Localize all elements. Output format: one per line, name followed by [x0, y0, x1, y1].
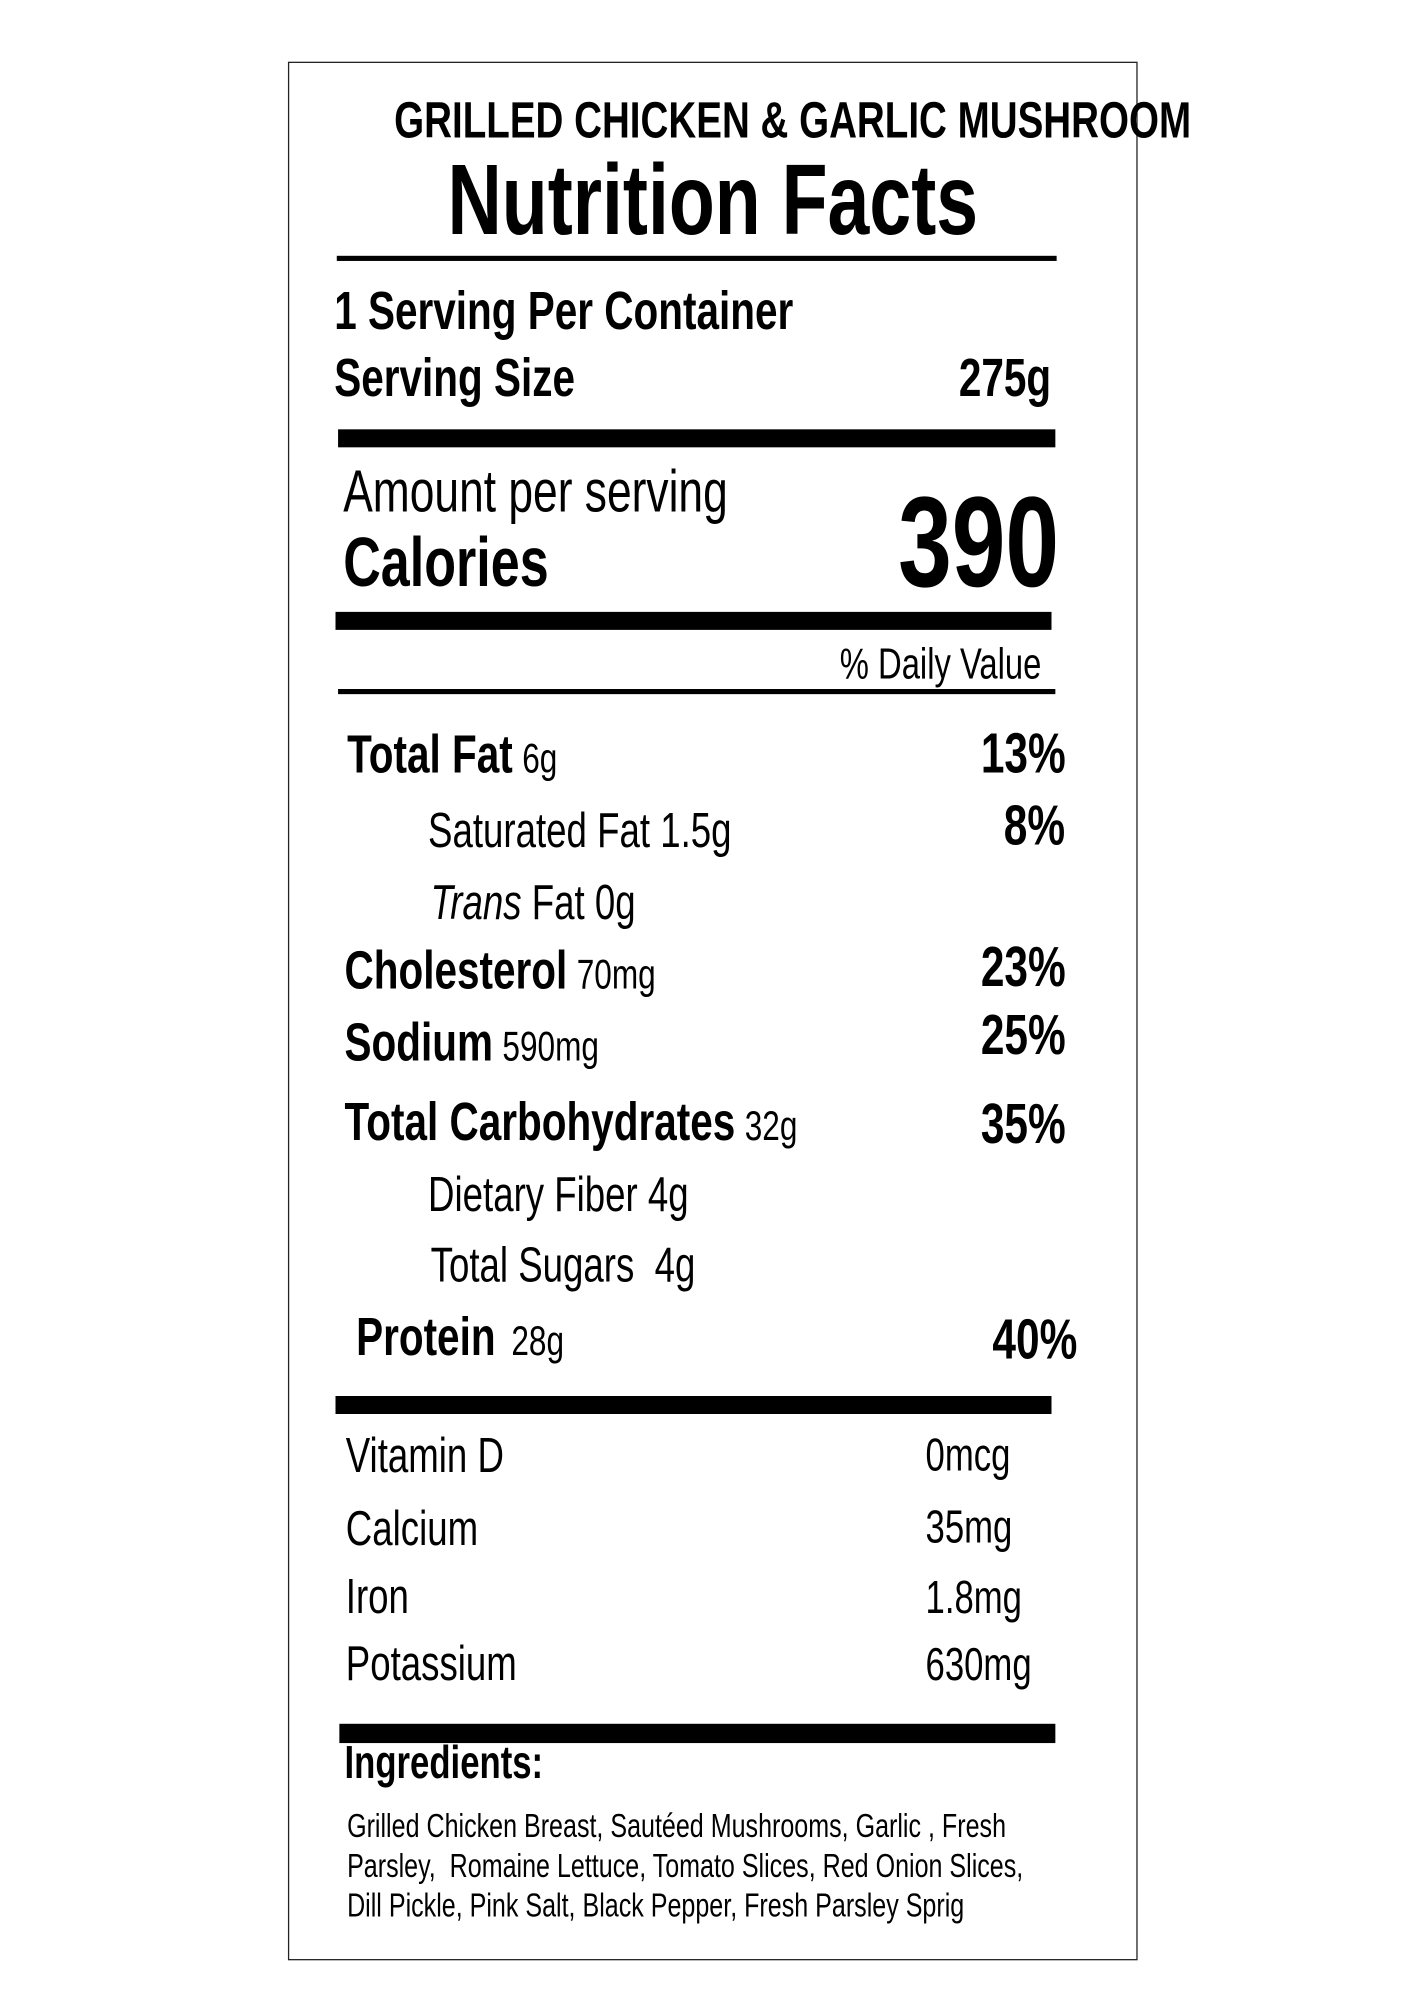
- nutrient-name: Total Sugars: [430, 1239, 635, 1294]
- calories-label: Calories: [343, 524, 549, 602]
- nutrient-row: Cholesterol 70mg: [345, 943, 656, 998]
- nutrient-name: Fat 0g: [531, 876, 636, 931]
- vitamin-name: Vitamin D: [345, 1429, 504, 1484]
- vitamin-name: Iron: [345, 1570, 409, 1625]
- label-title: Nutrition Facts: [447, 142, 979, 256]
- ingredients-line: Grilled Chicken Breast, Sautéed Mushroom…: [347, 1806, 1007, 1845]
- nutrient-dv: 13%: [980, 722, 1066, 786]
- ingredients-heading: Ingredients:: [344, 1735, 544, 1789]
- nutrient-amount: 4g: [654, 1239, 696, 1294]
- nutrient-row: Dietary Fiber 4g: [428, 1171, 689, 1220]
- nutrient-name: Total Fat: [347, 723, 513, 785]
- nutrient-amount: 32g: [744, 1101, 798, 1150]
- nutrient-name: Cholesterol: [344, 939, 568, 1001]
- nutrient-row: Protein 28g: [356, 1309, 565, 1364]
- thick-divider: [338, 429, 1056, 448]
- nutrient-dv: 40%: [992, 1308, 1078, 1372]
- nutrient-row: Total Sugars 4g: [431, 1242, 696, 1291]
- nutrient-dv: 8%: [1004, 794, 1066, 858]
- serving-size-label: Serving Size: [334, 347, 576, 408]
- vitamin-name: Calcium: [345, 1502, 479, 1557]
- nutrient-amount: 590mg: [502, 1021, 599, 1070]
- ingredients-line: Dill Pickle, Pink Salt, Black Pepper, Fr…: [347, 1885, 965, 1925]
- thick-divider: [335, 611, 1052, 630]
- thick-divider: [339, 1723, 1056, 1744]
- vitamin-amount: 630mg: [925, 1637, 1032, 1691]
- nutrient-dv: 35%: [980, 1092, 1066, 1156]
- vitamin-amount: 0mcg: [925, 1428, 1011, 1481]
- nutrient-row: Total Carbohydrates 32g: [345, 1095, 798, 1149]
- nutrient-row: Sodium 590mg: [345, 1015, 599, 1070]
- daily-value-header: % Daily Value: [839, 640, 1042, 690]
- ingredients-line: Parsley, Romaine Lettuce, Tomato Slices,…: [347, 1845, 1024, 1885]
- divider: [336, 255, 1057, 261]
- vitamin-name: Potassium: [345, 1637, 517, 1692]
- label-border: [287, 61, 1138, 1961]
- divider: [338, 689, 1056, 695]
- nutrient-amount: 4g: [647, 1168, 689, 1223]
- nutrient-name: Sodium: [344, 1011, 493, 1073]
- amount-per-serving: Amount per serving: [343, 457, 728, 525]
- nutrient-row: Trans Fat 0g: [431, 879, 636, 928]
- nutrient-prefix: Trans: [430, 876, 522, 931]
- vitamin-amount: 1.8mg: [925, 1570, 1022, 1624]
- product-name: GRILLED CHICKEN & GARLIC MUSHROOM: [394, 92, 1192, 150]
- nutrient-row: Total Fat 6g: [347, 727, 558, 782]
- calories-value: 390: [898, 470, 1060, 615]
- nutrient-amount: 28g: [511, 1316, 565, 1364]
- servings-per-container: 1 Serving Per Container: [334, 280, 794, 341]
- nutrient-name: Total Carbohydrates: [344, 1091, 736, 1152]
- nutrient-name: Protein: [356, 1306, 496, 1367]
- nutrient-dv: 25%: [980, 1003, 1066, 1067]
- vitamin-amount: 35mg: [925, 1500, 1013, 1553]
- thick-divider: [335, 1395, 1052, 1414]
- nutrient-dv: 23%: [980, 935, 1066, 999]
- nutrient-amount: 6g: [522, 733, 558, 782]
- nutrient-name: Saturated Fat 1.5g: [428, 804, 732, 859]
- nutrient-amount: 70mg: [576, 949, 656, 998]
- serving-size: 275g: [959, 347, 1052, 408]
- nutrient-name: Dietary Fiber: [428, 1168, 638, 1223]
